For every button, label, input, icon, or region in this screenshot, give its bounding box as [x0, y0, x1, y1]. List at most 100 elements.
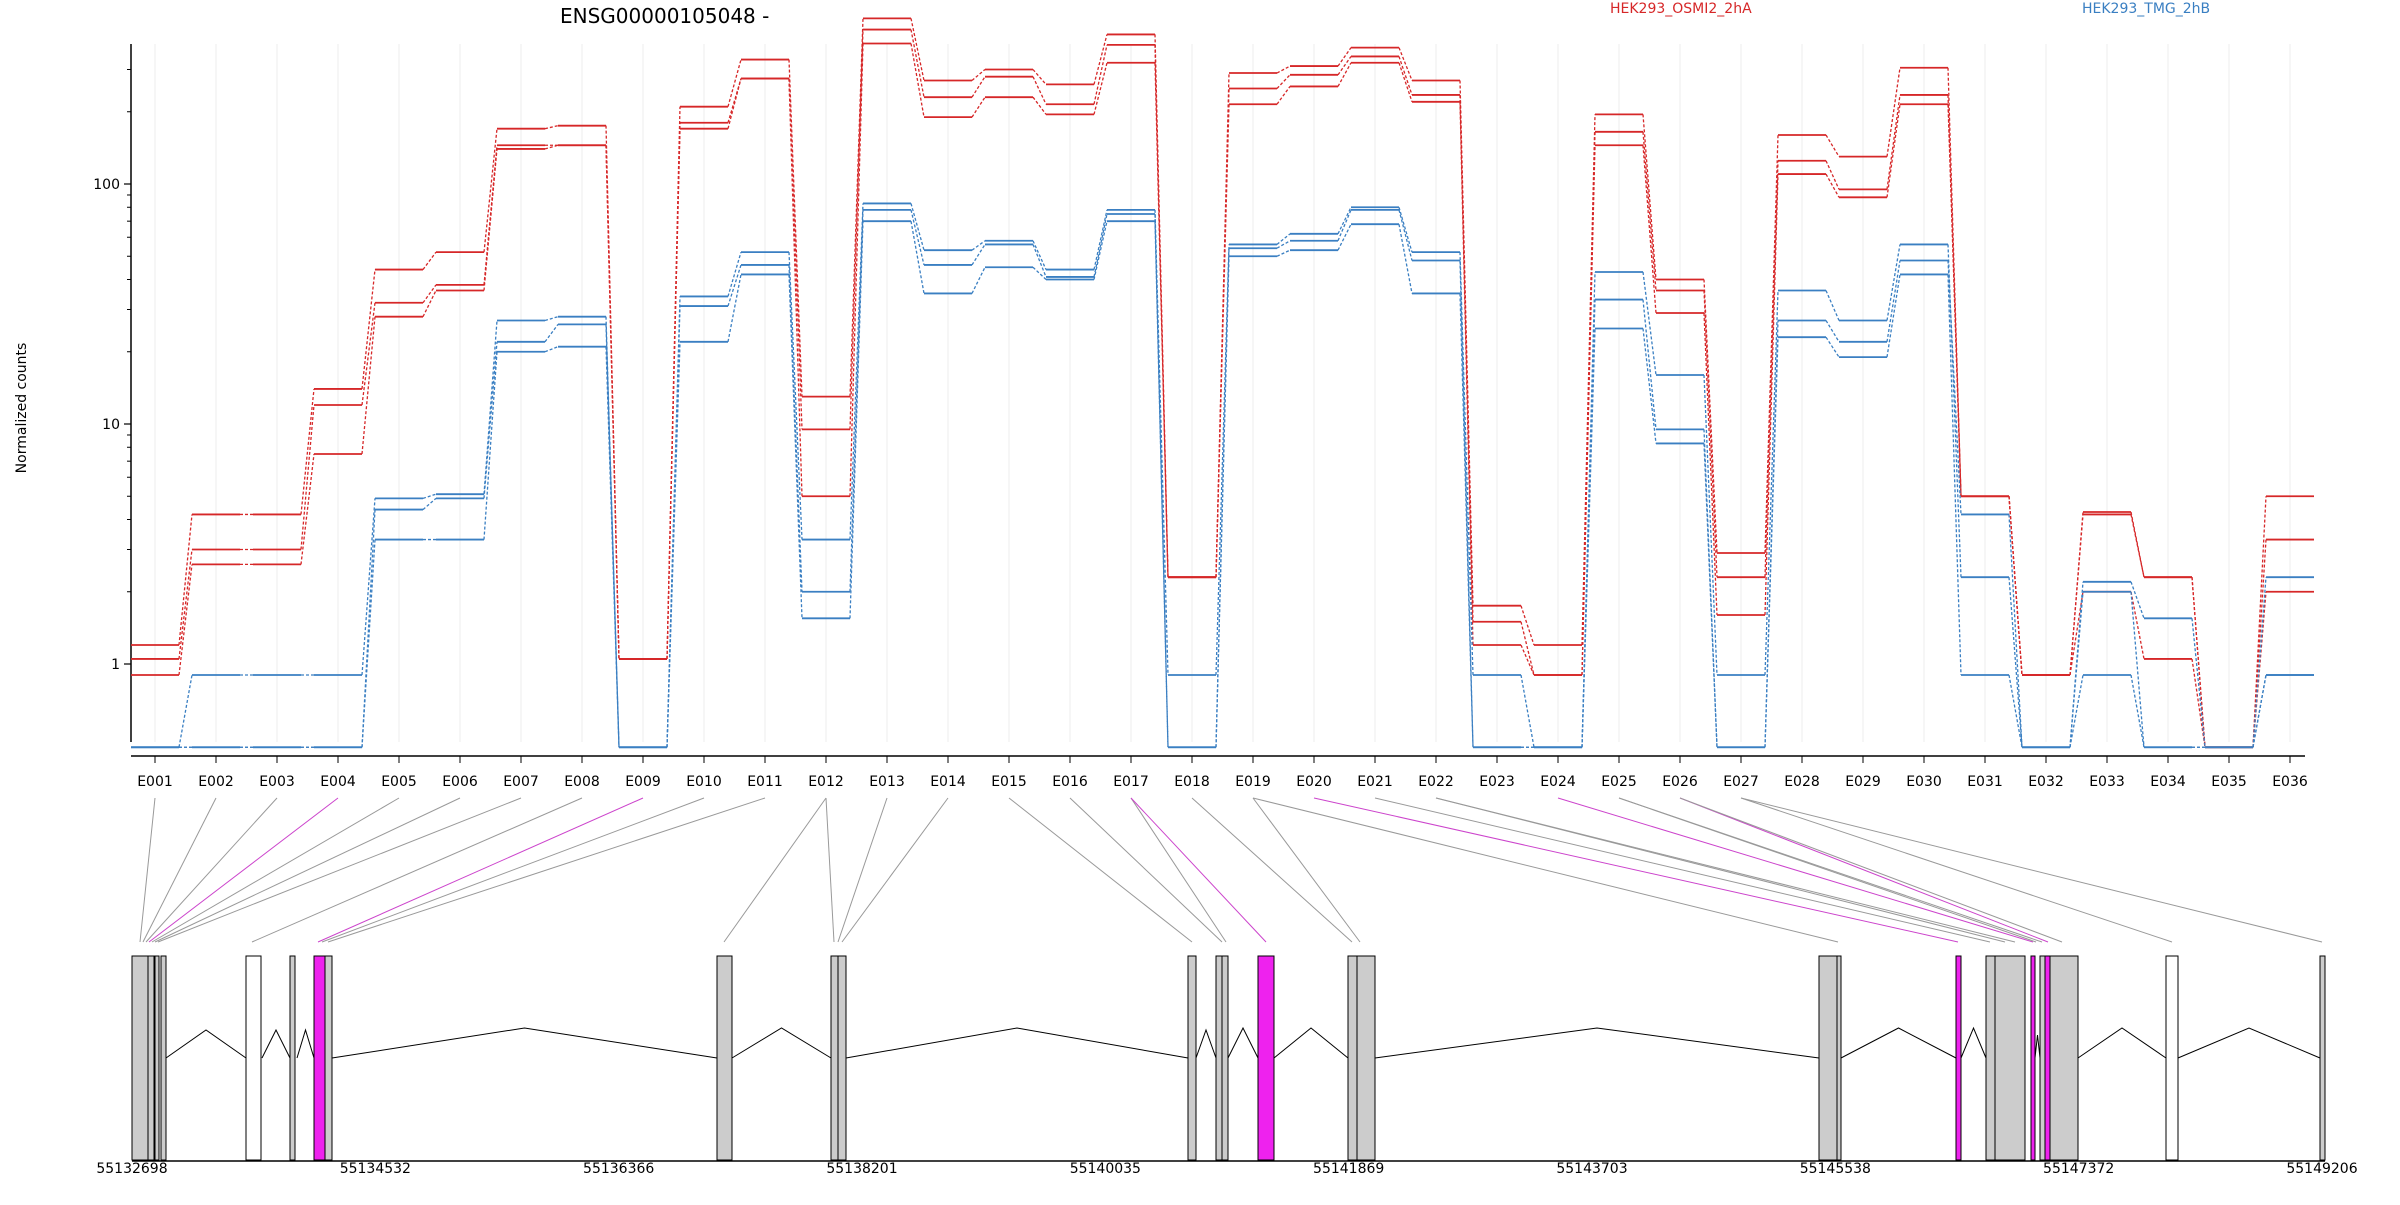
series-connector — [1947, 260, 1962, 515]
series-connector — [1825, 336, 1840, 358]
series-connector — [1032, 266, 1047, 280]
series-connector — [910, 43, 925, 118]
series-connector — [1215, 244, 1230, 676]
series-connector — [1093, 34, 1108, 85]
exon-connector — [145, 797, 278, 943]
x-tick-label: E002 — [198, 774, 234, 790]
exon-connector — [157, 797, 522, 943]
exon-connector — [327, 797, 766, 943]
series-connector — [544, 346, 559, 353]
series-connector — [2069, 674, 2084, 748]
series-connector — [1459, 293, 1474, 748]
gene-model — [131, 955, 2326, 1161]
series-connector — [971, 244, 986, 266]
series-connector — [1642, 114, 1657, 280]
exon-connector — [154, 797, 461, 943]
series-connector — [849, 29, 864, 430]
series-connector — [1398, 224, 1413, 294]
x-tick-label: E026 — [1662, 774, 1698, 790]
series-connector — [971, 240, 986, 251]
series-connector — [2130, 674, 2145, 748]
x-tick-label: E009 — [625, 774, 661, 790]
series-connector — [1459, 101, 1474, 646]
series-connector — [1825, 320, 1840, 343]
series-5 — [131, 220, 2314, 749]
series-connector — [1154, 213, 1169, 748]
series-connector — [666, 128, 681, 659]
y-tick-label: 100 — [93, 177, 120, 193]
y-axis-label: Normalized counts — [14, 343, 30, 474]
series-connector — [300, 404, 315, 550]
series-connector — [2130, 581, 2145, 619]
exon-connector — [1313, 797, 1959, 943]
series-connector — [910, 29, 925, 98]
series-connector — [910, 18, 925, 81]
series-connector — [178, 549, 193, 659]
series-connector — [361, 269, 376, 389]
series-connector — [1886, 244, 1901, 321]
series-connector — [2191, 618, 2206, 748]
exon-connector — [1130, 797, 1227, 943]
series-connector — [1764, 290, 1779, 676]
exon-box — [147, 955, 155, 1161]
x-tick-label: E031 — [1967, 774, 2003, 790]
series-connector — [1947, 274, 1962, 676]
intron-line — [1195, 1028, 1217, 1059]
x-tick-label: E005 — [381, 774, 417, 790]
exon-box — [160, 955, 167, 1161]
series-connector — [2130, 591, 2145, 660]
series-connector — [788, 59, 803, 397]
exon-connector — [1252, 797, 1361, 943]
genomic-coordinate-label: 55140035 — [1070, 1161, 1141, 1177]
y-tick-label: 1 — [111, 657, 120, 673]
series-connector — [422, 497, 437, 511]
series-connector — [849, 221, 864, 619]
series-connector — [1642, 299, 1657, 430]
series-2 — [131, 42, 2314, 749]
series-connector — [910, 221, 925, 294]
series-connector — [849, 18, 864, 397]
exon-box — [2165, 955, 2179, 1161]
x-tick-label: E020 — [1296, 774, 1332, 790]
x-tick-label: E034 — [2150, 774, 2186, 790]
exon-connector — [1069, 797, 1223, 943]
exon-box — [1955, 955, 1962, 1161]
exon-box — [2030, 955, 2036, 1161]
exon-box — [289, 955, 296, 1161]
y-tick-label: 10 — [102, 417, 120, 433]
intron-line — [261, 1028, 291, 1059]
intron-line — [2077, 1027, 2167, 1059]
series-connector — [1276, 233, 1291, 245]
x-tick-label: E032 — [2028, 774, 2064, 790]
series-connector — [666, 341, 681, 748]
genomic-coordinate-axis: 55132698 55134532 55136366 55138201 55140035… — [96, 1160, 2358, 1177]
exon-connector — [251, 797, 583, 943]
series-connector — [788, 264, 803, 592]
genomic-coordinate-label: 55143703 — [1556, 1161, 1627, 1177]
series-connector — [1825, 173, 1840, 198]
series-connector — [605, 346, 620, 748]
series-connector — [1276, 240, 1291, 249]
series-connector — [1032, 240, 1047, 270]
series-connector — [178, 564, 193, 676]
series-connector — [544, 316, 559, 322]
exon-box — [1818, 955, 1838, 1161]
series-0 — [131, 17, 2314, 749]
series-3 — [131, 202, 2314, 749]
exon-box — [2049, 955, 2079, 1161]
x-tick-label: E007 — [503, 774, 539, 790]
series-connector — [1276, 249, 1291, 257]
series-connector — [849, 43, 864, 497]
vertical-gridlines — [154, 44, 2291, 742]
x-tick-label: E006 — [442, 774, 478, 790]
x-tick-label: E035 — [2211, 774, 2247, 790]
x-tick-label: E029 — [1845, 774, 1881, 790]
series-connector — [544, 144, 559, 150]
series-connector — [1703, 312, 1718, 616]
series-connector — [605, 145, 620, 659]
genomic-coordinate-label: 55138201 — [826, 1161, 897, 1177]
x-tick-label: E011 — [747, 774, 783, 790]
series-connector — [2008, 514, 2023, 748]
series-connector — [1215, 256, 1230, 748]
legend-label-osmi2: HEK293_OSMI2_2hA — [1610, 1, 1752, 17]
